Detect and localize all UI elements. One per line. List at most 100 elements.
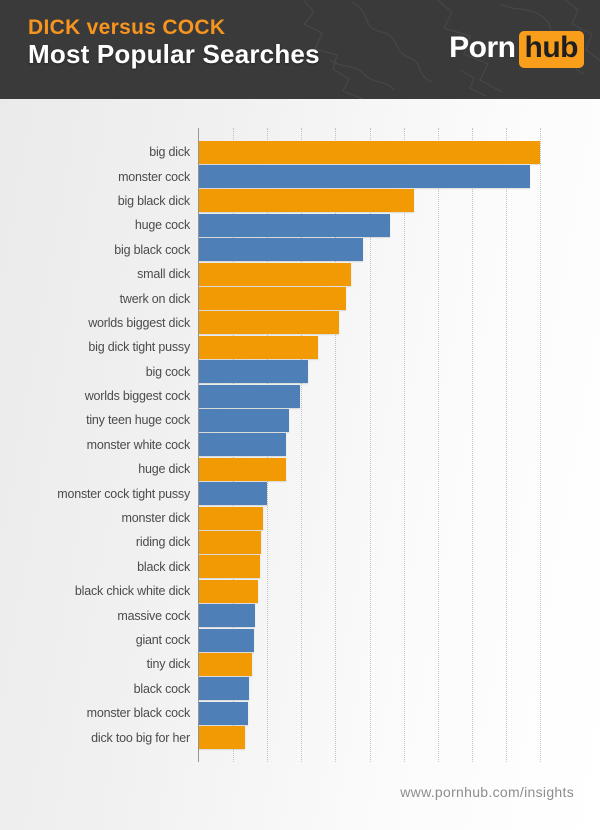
- chart-row: monster cock: [0, 164, 600, 189]
- category-label: monster white cock: [86, 437, 191, 452]
- bar-cock: [199, 360, 309, 384]
- bar-track: [199, 140, 600, 164]
- gridline: [505, 128, 507, 762]
- bar-track: [199, 213, 600, 237]
- bar-cock: [199, 628, 254, 652]
- chart-rows: big dick monster cock big black dick huge c…: [0, 140, 600, 750]
- category-label: dick too big for her: [91, 730, 190, 745]
- bar-track: [199, 311, 600, 335]
- category-label: massive cock: [117, 608, 190, 623]
- category-label: monster dick: [121, 511, 191, 526]
- bar-track: [199, 579, 600, 603]
- category-label: twerk on dick: [119, 291, 191, 306]
- footer: www.pornhub.com/insights: [400, 784, 574, 800]
- category-label: black dick: [137, 559, 190, 574]
- bar-track: [199, 604, 600, 628]
- bar-track: [199, 555, 600, 579]
- category-label: black chick white dick: [74, 584, 190, 599]
- bar-cock: [199, 384, 300, 408]
- bar-track: [199, 360, 600, 384]
- gridline: [540, 128, 541, 762]
- bar-track: [199, 726, 600, 750]
- chart-row: tiny dick: [0, 652, 600, 676]
- bar-track: [199, 506, 600, 530]
- gridline: [437, 128, 439, 762]
- chart-row: giant cock: [0, 628, 600, 652]
- bar-dick: [199, 140, 540, 164]
- bar-track: [199, 677, 600, 701]
- bar-track: [199, 335, 600, 359]
- bar-cock: [199, 165, 530, 189]
- bar-track: [199, 165, 600, 189]
- bar-dick: [199, 262, 351, 286]
- bar-track: [199, 189, 600, 213]
- category-label: giant cock: [135, 633, 190, 647]
- bar-dick: [199, 579, 259, 603]
- bar-cock: [199, 677, 250, 701]
- bar-track: [199, 408, 600, 432]
- chart-row: worlds biggest dick: [0, 311, 600, 335]
- bar-cock: [199, 433, 287, 457]
- bar-dick: [199, 530, 262, 554]
- category-label: riding dick: [135, 535, 190, 550]
- gridline: [403, 128, 405, 762]
- bar-track: [199, 482, 600, 506]
- category-label: huge dick: [138, 462, 190, 477]
- gridline: [369, 128, 371, 762]
- bar-cock: [199, 213, 390, 237]
- category-label: huge cock: [134, 218, 190, 233]
- category-label: monster cock tight pussy: [57, 486, 190, 501]
- bar-dick: [199, 287, 346, 311]
- bar-track: [199, 652, 600, 676]
- bar-track: [199, 262, 600, 286]
- chart-row: small dick: [0, 262, 600, 286]
- header: DICK versus COCK Most Popular Searches P…: [0, 0, 600, 99]
- bar-dick: [199, 555, 261, 579]
- bar-cock: [199, 701, 249, 725]
- chart-row: massive cock: [0, 603, 600, 628]
- category-label: big black dick: [117, 193, 190, 208]
- category-label: black cock: [133, 681, 191, 696]
- bar-dick: [199, 335, 319, 359]
- bar-track: [199, 457, 600, 481]
- chart-row: tiny teen huge cock: [0, 408, 600, 432]
- footer-url: www.pornhub.com/insights: [400, 784, 574, 800]
- category-label: tiny teen huge cock: [86, 413, 190, 428]
- bar-dick: [199, 189, 414, 213]
- chart-subtitle: DICK versus COCK: [28, 16, 226, 39]
- chart-row: dick too big for her: [0, 725, 600, 750]
- chart-row: riding dick: [0, 530, 600, 554]
- category-label: big black cock: [114, 242, 190, 257]
- category-label: worlds biggest dick: [88, 315, 190, 330]
- category-label: tiny dick: [146, 657, 191, 672]
- page-title: Most Popular Searches: [28, 39, 320, 70]
- chart-row: monster dick: [0, 506, 600, 530]
- chart-row: big dick tight pussy: [0, 335, 600, 359]
- bar-chart: big dick monster cock big black dick huge c…: [0, 128, 600, 762]
- chart-row: big dick: [0, 140, 600, 164]
- title-block: DICK versus COCK Most Popular Searches: [28, 16, 320, 70]
- chart-row: black cock: [0, 677, 600, 701]
- chart-row: monster white cock: [0, 433, 600, 457]
- bar-cock: [199, 482, 267, 506]
- chart-row: black chick white dick: [0, 579, 600, 603]
- chart-row: big black dick: [0, 189, 600, 213]
- category-label: monster cock: [118, 169, 190, 184]
- chart-row: big black cock: [0, 238, 600, 262]
- bar-dick: [199, 726, 246, 750]
- category-label: worlds biggest cock: [84, 389, 190, 404]
- bar-cock: [199, 408, 289, 432]
- category-label: big dick tight pussy: [88, 340, 190, 355]
- chart-row: worlds biggest cock: [0, 384, 600, 408]
- logo-text-hub: hub: [518, 31, 584, 68]
- bar-track: [199, 628, 600, 652]
- bar-track: [199, 530, 600, 554]
- gridline: [335, 128, 337, 762]
- bar-track: [199, 384, 600, 408]
- chart-row: huge cock: [0, 213, 600, 237]
- bar-cock: [199, 604, 255, 628]
- category-label: small dick: [137, 267, 190, 282]
- gridline: [301, 128, 303, 762]
- chart-row: monster cock tight pussy: [0, 481, 600, 506]
- chart-row: black dick: [0, 555, 600, 579]
